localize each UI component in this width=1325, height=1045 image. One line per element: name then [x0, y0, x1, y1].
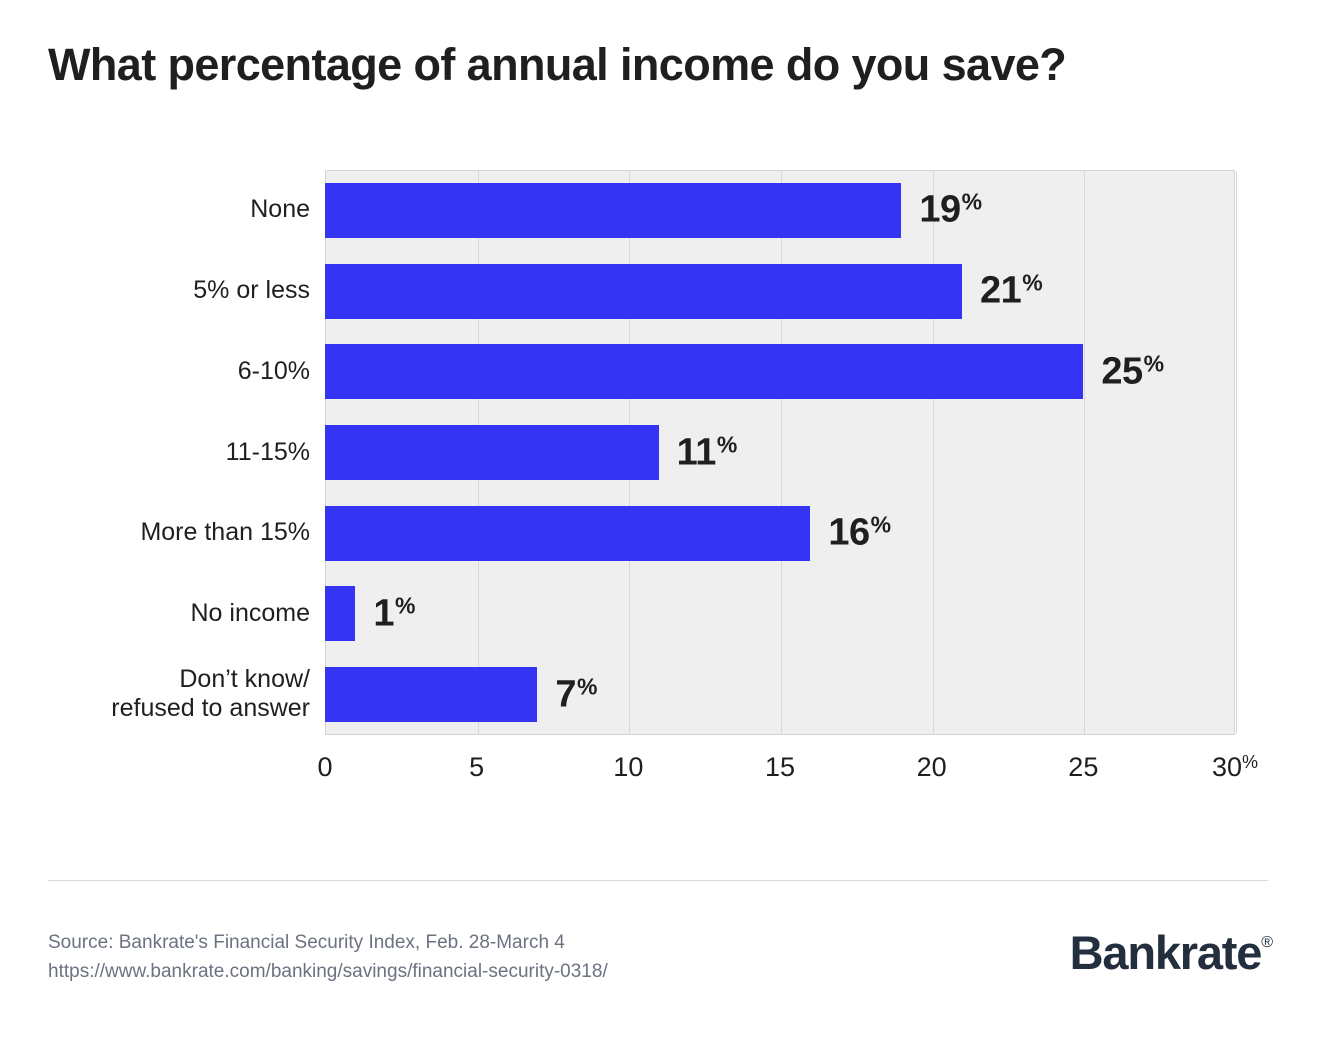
bar-value-label: 21% [980, 269, 1043, 313]
percent-sign: % [716, 431, 737, 457]
x-tick-value: 20 [916, 752, 947, 782]
bar-value-label: 7% [555, 673, 597, 716]
category-axis-labels: None 5% or less 6-10% 11-15% More than 15% No… [0, 170, 310, 735]
category-label: 6-10% [0, 357, 310, 387]
source-line-1: Source: Bankrate's Financial Security In… [48, 932, 565, 953]
bar[interactable] [325, 667, 538, 723]
bar[interactable] [325, 344, 1084, 400]
category-label: More than 15% [0, 518, 310, 548]
bar-row[interactable]: 25% [325, 344, 1235, 400]
bar[interactable] [325, 505, 811, 561]
category-label-line: refused to answer [111, 694, 310, 723]
category-label-line: 11-15% [225, 437, 310, 466]
category-label-line: 5% or less [193, 276, 310, 305]
bar-value-number: 11 [676, 431, 717, 473]
bar-value-number: 21 [980, 269, 1022, 312]
x-tick-label: 15 [765, 752, 795, 783]
footer-divider [48, 880, 1268, 881]
x-tick-label: 25 [1068, 752, 1098, 783]
bar-value-number: 25 [1101, 350, 1143, 393]
x-tick-value: 15 [764, 752, 796, 782]
x-tick-value: 0 [317, 752, 333, 782]
bar-value-label: 16% [828, 511, 891, 555]
bar-value-label: 25% [1101, 350, 1164, 393]
bar-value-number: 19 [919, 188, 961, 231]
source-line-2: https://www.bankrate.com/banking/savings… [48, 961, 608, 983]
bar-row[interactable]: 19% [325, 182, 1235, 238]
x-tick-label: 20 [917, 752, 947, 783]
bar-value-label: 1% [373, 592, 415, 635]
category-label-line: 6-10% [237, 356, 310, 385]
bar-row[interactable]: 11% [325, 425, 1235, 480]
bar-chart: None 5% or less 6-10% 11-15% More than 15% No… [0, 170, 1258, 792]
x-tick-value: 10 [613, 752, 644, 782]
bar[interactable] [325, 182, 902, 238]
source-note: Source: Bankrate's Financial Security In… [48, 928, 608, 987]
percent-sign: % [870, 511, 891, 538]
bar-row[interactable]: 16% [325, 505, 1235, 561]
bar[interactable] [325, 586, 356, 642]
x-tick-value: 25 [1068, 752, 1099, 782]
bar-row[interactable]: 7% [325, 667, 1235, 723]
category-label-line: None [250, 195, 310, 224]
bar[interactable] [325, 263, 962, 319]
registered-trademark-icon: ® [1261, 934, 1273, 951]
x-tick-label: 0 [317, 752, 332, 783]
x-tick-value: 30 [1211, 752, 1243, 782]
gridline [932, 171, 934, 734]
logo-wordmark: Bankrate [1069, 926, 1263, 979]
bars-layer: 19% 21% 25% 11% 16% 1% 7% [325, 170, 1235, 735]
percent-sign: % [1143, 350, 1164, 377]
x-axis-tick-labels: 0 5 10 15 20 25 30% [317, 752, 1258, 792]
gridline [1236, 171, 1237, 734]
x-tick-label: 10 [613, 752, 643, 783]
percent-sign: % [1242, 752, 1259, 772]
page-title: What percentage of annual income do you … [48, 39, 1067, 90]
bar-value-number: 7 [555, 673, 576, 716]
bar-value-label: 11% [676, 431, 738, 474]
percent-sign: % [1022, 269, 1043, 296]
percent-sign: % [576, 673, 597, 700]
x-tick-label: 5 [469, 752, 484, 783]
gridline [1084, 171, 1086, 734]
bar-value-number: 1 [373, 592, 394, 635]
category-label-line: Don’t know/ [179, 664, 310, 693]
bar-value-label: 19% [919, 188, 982, 232]
category-label: 5% or less [0, 276, 310, 306]
bar-value-number: 16 [828, 511, 870, 554]
category-label-line: No income [190, 598, 311, 627]
bar-row[interactable]: 1% [325, 586, 1235, 642]
category-label: No income [0, 598, 311, 629]
bankrate-logo: Bankrate® [1070, 925, 1273, 980]
category-label-line: More than 15% [140, 518, 310, 547]
category-label: Don’t know/refused to answer [0, 665, 310, 724]
gridline [781, 171, 782, 734]
bar[interactable] [325, 425, 659, 480]
bar-row[interactable]: 21% [325, 263, 1235, 319]
percent-sign: % [394, 592, 415, 619]
percent-sign: % [961, 188, 982, 215]
category-label: None [0, 195, 310, 225]
category-label: 11-15% [0, 438, 310, 468]
x-tick-label: 30% [1212, 752, 1258, 783]
x-tick-value: 5 [469, 752, 485, 782]
